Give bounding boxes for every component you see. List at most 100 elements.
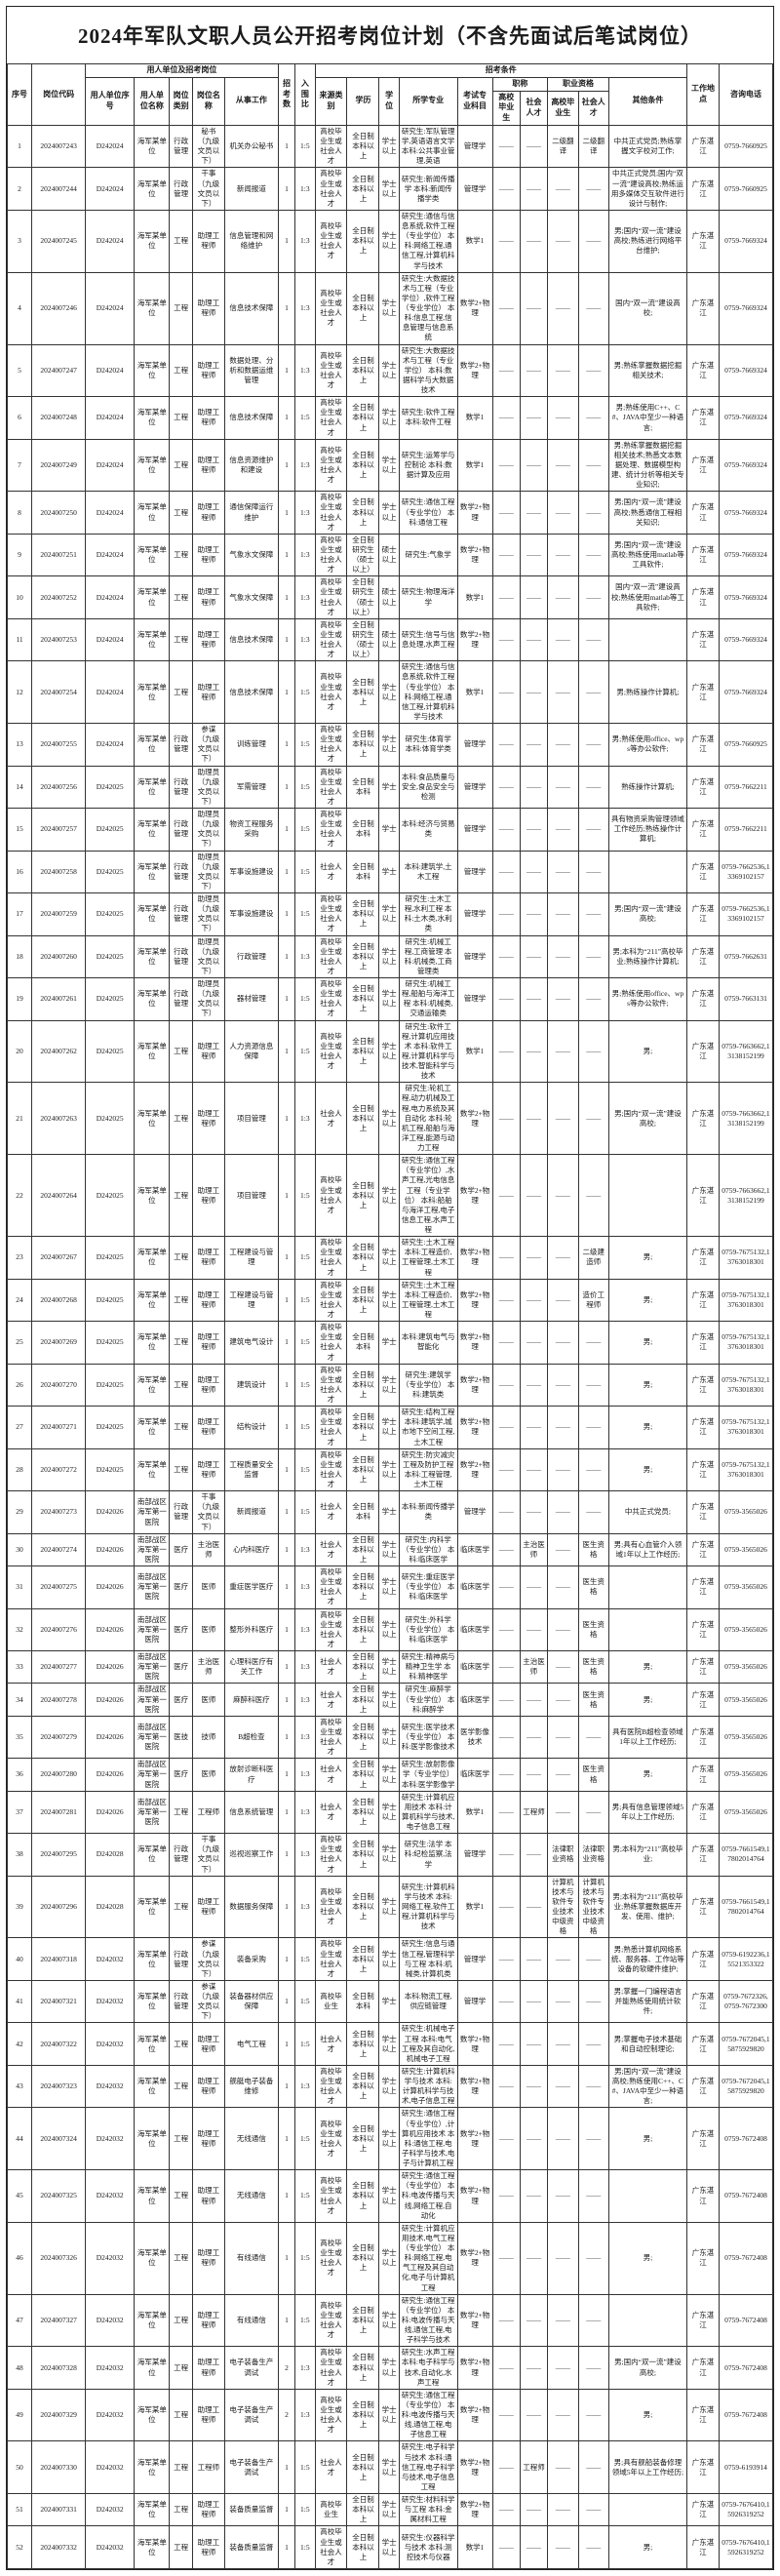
cell-shortlist-ratio: 1:5: [294, 2440, 316, 2495]
cell-shortlist-ratio: 1:3: [294, 1532, 316, 1567]
cell-title-social: ——: [519, 533, 549, 577]
cell-shortlist-ratio: 1:5: [294, 1937, 316, 1981]
cell-post-name: 秘书（九级文员以下）: [191, 124, 225, 169]
cell-title-social: ——: [519, 723, 549, 767]
cell-qual-graduate: ——: [547, 2293, 579, 2348]
table-row: 2 2024007244 D242024 海军某单位 行政管理 干事（九级文员以下） 新闻报…: [6, 167, 774, 211]
cell-other-conditions: 男;: [607, 1406, 687, 1449]
cell-post-code: 2024007275: [31, 1565, 87, 1609]
cell-recruit-count: 1: [277, 1447, 296, 1492]
cell-source-type: 高校毕业生或社会人才: [314, 1321, 348, 1365]
cell-post-code: 2024007271: [31, 1406, 87, 1449]
cell-other-conditions: 男;熟练使用office、wps等办公软件;: [607, 977, 687, 1021]
table-row: 14 2024007256 D242025 海军某单位 行政管理 助理员（九级文员以下）军…: [6, 765, 774, 810]
cell-exam-subject: 数学2+物理: [456, 2346, 493, 2390]
cell-unit-name: 南部战区海军第一医院: [134, 1715, 171, 1760]
cell-source-type: 高校毕业生或社会人才: [314, 723, 348, 767]
cell-unit-no: D242026: [85, 1758, 136, 1792]
cell-major: 研究生:水声工程 本科:电子科学与技术,自动化,水声工程: [398, 2346, 458, 2390]
cell-post-category: 工程: [169, 1790, 193, 1835]
cell-work-location: 广东湛江: [685, 1715, 720, 1760]
cell-recruit-count: 1: [277, 533, 296, 577]
cell-unit-no: D242025: [85, 1154, 136, 1238]
table-row: 35 2024007279 D242026 南部战区海军第一医院 医技 技师 B超检查 1 1:…: [6, 1715, 774, 1760]
cell-recruit-count: 1: [277, 167, 296, 211]
cell-exam-subject: 临床医学: [456, 1650, 493, 1684]
cell-title-graduate: ——: [491, 1833, 521, 1877]
cell-serial: 17: [6, 892, 33, 936]
cell-title-graduate: ——: [491, 575, 521, 619]
table-row: 17 2024007259 D242025 海军某单位 行政管理 助理员（九级文员以下）军…: [6, 892, 774, 936]
header-serial: 序号: [6, 63, 33, 126]
cell-shortlist-ratio: 1:5: [294, 1154, 316, 1238]
cell-exam-subject: 管理学: [456, 723, 493, 767]
table-row: 25 2024007269 D242025 海军某单位 工程 助理工程师 建筑电气设计 1 1:…: [6, 1321, 774, 1365]
cell-title-social: ——: [519, 1758, 549, 1792]
cell-qual-social: 二级建造师: [577, 1236, 609, 1280]
cell-education: 全日制本科以上: [346, 124, 380, 169]
cell-unit-no: D242032: [85, 1979, 136, 2024]
cell-unit-name: 海军某单位: [134, 491, 171, 535]
cell-major: 研究生:软件工程,计算机应用技术 本科:软件工程,计算机科学与技术,智能科学与技…: [398, 1019, 458, 1084]
cell-unit-name: 海军某单位: [134, 2221, 171, 2295]
cell-exam-subject: 临床医学: [456, 1758, 493, 1792]
cell-phone: 0759-7669324: [718, 271, 774, 345]
cell-qual-graduate: ——: [547, 1363, 579, 1407]
cell-title-graduate: ——: [491, 2525, 521, 2569]
cell-post-code: 2024007322: [31, 2022, 87, 2066]
cell-title-social: ——: [519, 765, 549, 810]
cell-shortlist-ratio: 1:5: [294, 723, 316, 767]
cell-title-social: ——: [519, 1490, 549, 1534]
cell-serial: 14: [6, 765, 33, 810]
cell-unit-name: 海军某单位: [134, 167, 171, 211]
cell-shortlist-ratio: 1:5: [294, 1278, 316, 1323]
cell-source-type: 高校毕业生或社会人才: [314, 1833, 348, 1877]
cell-major: 研究生:医学技术（专业学位） 本科:医学影像技术: [398, 1715, 458, 1760]
cell-unit-no: D242025: [85, 1082, 136, 1156]
header-recruit-count: 招考数: [277, 63, 296, 126]
cell-qual-social: ——: [577, 1082, 609, 1156]
cell-phone: 0759-7675132,13763018301: [718, 1321, 774, 1365]
cell-serial: 25: [6, 1321, 33, 1365]
cell-other-conditions: 男;掌握一门编程语言并能熟练使用统计软件;: [607, 1979, 687, 2024]
cell-unit-name: 海军某单位: [134, 765, 171, 810]
cell-phone: 0759-7663662,13138152199: [718, 1019, 774, 1084]
cell-work-location: 广东湛江: [685, 850, 720, 894]
cell-source-type: 高校毕业生或社会人才: [314, 2346, 348, 2390]
cell-title-graduate: ——: [491, 2388, 521, 2442]
cell-post-category: 行政管理: [169, 808, 193, 852]
table-row: 27 2024007271 D242025 海军某单位 工程 助理工程师 结构设计 1 1:5 高…: [6, 1406, 774, 1449]
header-group-conditions: 招考条件: [314, 63, 687, 78]
cell-title-social: ——: [519, 1154, 549, 1238]
cell-work-location: 广东湛江: [685, 1278, 720, 1323]
cell-exam-subject: 数学1: [456, 575, 493, 619]
cell-serial: 44: [6, 2107, 33, 2171]
cell-other-conditions: 男;掌握电子技术基础和自动控制理论;: [607, 2022, 687, 2066]
cell-recruit-count: 1: [277, 1715, 296, 1760]
cell-exam-subject: 管理学: [456, 167, 493, 211]
cell-serial: 21: [6, 1082, 33, 1156]
cell-qual-graduate: 法律职业资格: [547, 1833, 579, 1877]
cell-work-location: 广东湛江: [685, 1790, 720, 1835]
cell-recruit-count: 1: [277, 2169, 296, 2223]
cell-work-duty: 装备质量监督: [223, 2525, 279, 2569]
cell-serial: 18: [6, 934, 33, 979]
cell-title-social: ——: [519, 124, 549, 169]
cell-qual-social: 医生资格: [577, 1607, 609, 1652]
cell-title-graduate: ——: [491, 491, 521, 535]
cell-recruit-count: 1: [277, 396, 296, 440]
cell-post-category: 工程: [169, 396, 193, 440]
cell-source-type: 高校毕业生或社会人才: [314, 1875, 348, 1939]
cell-unit-name: 南部战区海军第一医院: [134, 1790, 171, 1835]
cell-post-category: 行政管理: [169, 765, 193, 810]
cell-other-conditions: [607, 1154, 687, 1238]
cell-post-name: 干事（九级文员以下）: [191, 1490, 225, 1534]
cell-title-graduate: ——: [491, 124, 521, 169]
cell-unit-no: D242025: [85, 977, 136, 1021]
cell-degree: 硕士以上: [378, 575, 400, 619]
cell-title-social: ——: [519, 660, 549, 725]
cell-qual-graduate: ——: [547, 1565, 579, 1609]
cell-title-social: ——: [519, 438, 549, 493]
cell-shortlist-ratio: 1:5: [294, 660, 316, 725]
cell-exam-subject: 临床医学: [456, 1607, 493, 1652]
